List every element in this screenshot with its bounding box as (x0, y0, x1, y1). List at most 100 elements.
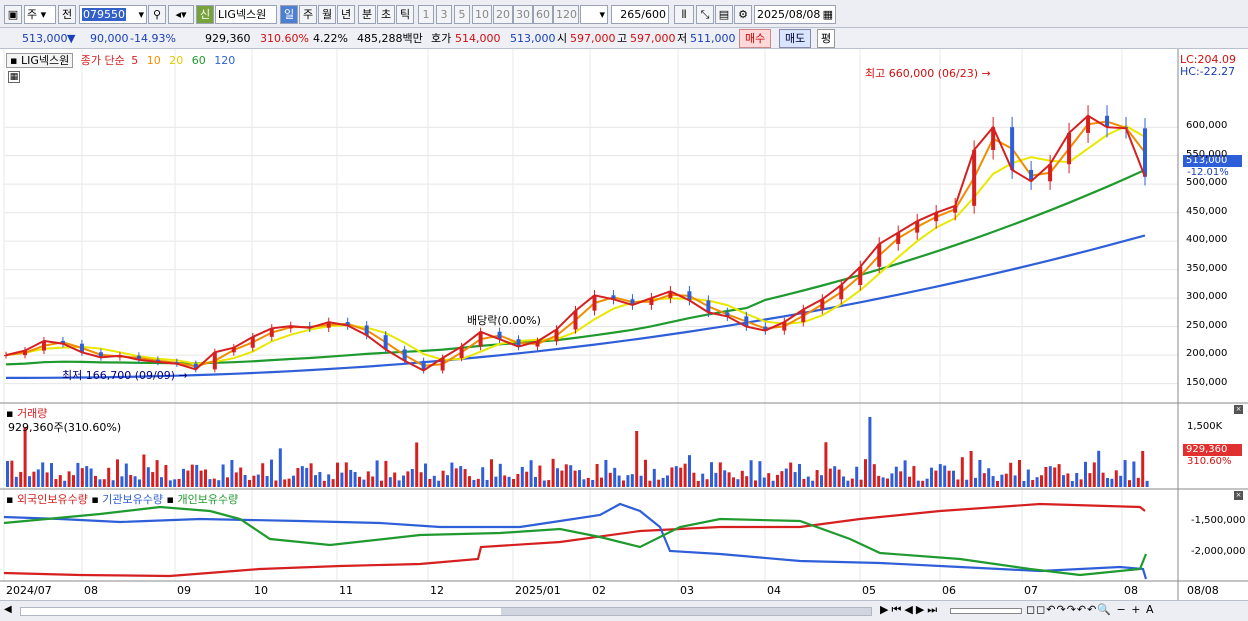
table-icon[interactable]: ▦ (8, 71, 20, 83)
tab-day[interactable]: 일 (280, 5, 298, 24)
tab-second[interactable]: 초 (377, 5, 395, 24)
minute-10[interactable]: 10 (472, 5, 492, 24)
close-icon[interactable]: × (1234, 491, 1243, 500)
minute-3[interactable]: 3 (436, 5, 452, 24)
code-input[interactable]: 079550 ▾ (79, 5, 147, 24)
credit-badge[interactable]: 신 (196, 5, 214, 24)
sell-button[interactable]: 매도 (779, 29, 812, 48)
volume-bar (1013, 475, 1017, 487)
institution-legend[interactable]: 기관보유수량 (102, 493, 164, 506)
volume-bar (1057, 464, 1061, 487)
change-percent: -14.93% (130, 32, 176, 45)
average-button[interactable]: 평 (817, 29, 836, 48)
volume-bar (1062, 475, 1065, 487)
layout-icon[interactable]: ▣ (4, 5, 22, 24)
buy-button[interactable]: 매수 (739, 29, 772, 48)
candle-body (98, 352, 103, 358)
minute-5[interactable]: 5 (454, 5, 470, 24)
ma5-label[interactable]: 5 (131, 54, 139, 67)
calendar-icon[interactable]: ▦ (822, 8, 833, 21)
tab-year[interactable]: 년 (337, 5, 355, 24)
volume-bar (393, 472, 397, 487)
volume-bar (494, 476, 498, 487)
gear-icon[interactable]: ⚙ (734, 5, 752, 24)
tab-month[interactable]: 월 (318, 5, 336, 24)
speaker-icon[interactable]: ◂▾ (168, 5, 194, 24)
volume-bar (331, 479, 335, 487)
volume-bar (344, 462, 348, 487)
ma120-line (6, 234, 1146, 379)
volume-bar (547, 480, 551, 487)
volume-bar (199, 470, 203, 487)
minute-20[interactable]: 20 (493, 5, 513, 24)
volume-bar (525, 471, 529, 487)
volume-bar (371, 476, 375, 487)
zoom-slider[interactable] (950, 608, 1022, 614)
volume-bar (850, 478, 854, 487)
candle-body (1048, 164, 1053, 182)
chart-area[interactable]: ▪ LIG넥스원 종가 단순 5 10 20 60 120 ▦ LC:204.0… (0, 49, 1248, 600)
date-value: 2025/08/08 (757, 8, 821, 21)
stock-legend[interactable]: ▪ LIG넥스원 (6, 53, 74, 68)
chart-svg[interactable] (0, 49, 1248, 600)
scrollbar-thumb[interactable] (501, 608, 871, 615)
minute-60[interactable]: 60 (533, 5, 553, 24)
foreign-legend[interactable]: 외국인보유수량 (16, 493, 88, 506)
ma120-label[interactable]: 120 (214, 54, 236, 67)
minute-120[interactable]: 120 (553, 5, 579, 24)
volume-bar (1106, 478, 1109, 487)
candle-body (991, 127, 996, 150)
close-icon[interactable]: × (1234, 405, 1243, 414)
scroll-left-icon[interactable]: ◀ (4, 604, 12, 615)
volume-bar (978, 459, 982, 487)
ma60-label[interactable]: 60 (191, 54, 206, 67)
volume-bar (476, 478, 480, 487)
individual-legend[interactable]: 개인보유수량 (177, 493, 239, 506)
candle-body (383, 335, 388, 350)
tab-tick[interactable]: 틱 (396, 5, 414, 24)
candle-type-icon[interactable]: ⫴ (674, 5, 694, 24)
holdings-legend: ▪ 외국인보유수량 ▪ 기관보유수량 ▪ 개인보유수량 (6, 491, 238, 507)
search-icon[interactable]: ⚲ (148, 5, 166, 24)
playback-controls[interactable]: ▶⏮◀▶⏭ (880, 603, 941, 616)
volume-bar (160, 477, 163, 487)
price-y-tick: 150,000 (1186, 376, 1228, 388)
tool-icons[interactable]: ◻◻↶↷↷↶↶🔍 − + A (1026, 603, 1155, 616)
volume-legend: ▪ 거래량 (6, 405, 47, 421)
volume-bar (36, 469, 40, 487)
volume-bar (666, 475, 669, 487)
volume-bar (234, 472, 238, 487)
x-axis-label: 07 (1024, 584, 1038, 597)
volume-bar (481, 467, 485, 487)
tab-week[interactable]: 주 (299, 5, 317, 24)
volume-bar (670, 467, 674, 487)
ma10-label[interactable]: 10 (146, 54, 161, 67)
volume-bar (102, 479, 106, 487)
candle-body (269, 328, 274, 337)
volume-bar (116, 459, 119, 487)
volume-bar (450, 462, 454, 487)
date-field[interactable]: 2025/08/08 ▦ (754, 5, 836, 24)
dot-icon: ▪ (166, 493, 174, 506)
scrollbar-track[interactable] (20, 607, 872, 616)
price-y-tick: 500,000 (1186, 177, 1228, 189)
prev-button[interactable]: 전 (58, 5, 76, 24)
save-icon[interactable]: ▤ (715, 5, 733, 24)
volume-bar (586, 477, 590, 487)
draw-tool-icon[interactable]: ⤡ (696, 5, 714, 24)
ma20-label[interactable]: 20 (169, 54, 184, 67)
minute-1[interactable]: 1 (418, 5, 434, 24)
volume-bar (969, 451, 973, 487)
volume-bar (168, 480, 172, 487)
volume-title: 거래량 (16, 407, 48, 420)
chevron-down-icon[interactable]: ▾ (138, 8, 144, 21)
volume-bar (58, 475, 62, 487)
candle-body (630, 299, 635, 305)
x-axis-label: 05 (862, 584, 876, 597)
volume-bar (705, 479, 709, 487)
market-select[interactable]: 주 ▾ (24, 5, 56, 24)
tab-minute[interactable]: 분 (358, 5, 376, 24)
count-field[interactable]: 265/600 (611, 5, 669, 24)
minute-30[interactable]: 30 (513, 5, 533, 24)
custom-period-select[interactable]: ▾ (580, 5, 608, 24)
